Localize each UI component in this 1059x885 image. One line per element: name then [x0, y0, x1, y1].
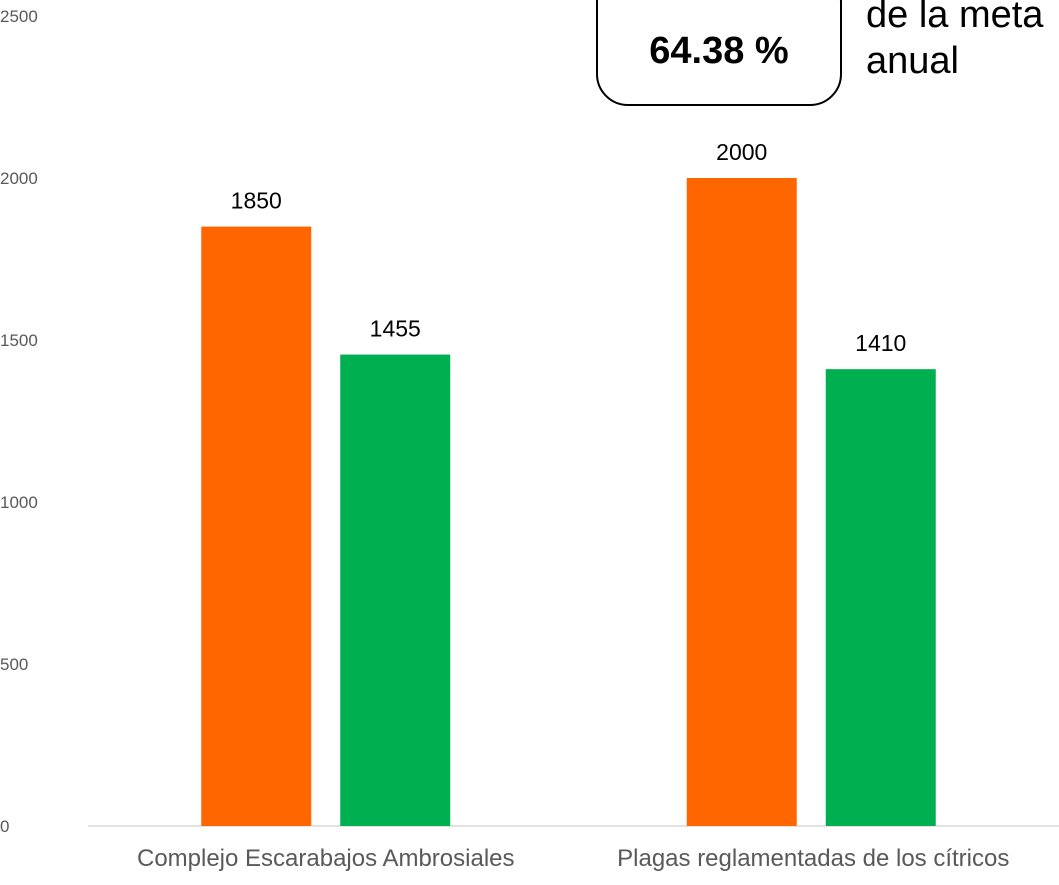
percentage-callout: 64.38 %: [596, 0, 842, 106]
data-label: 1850: [231, 188, 282, 214]
bars-group: [201, 178, 936, 827]
y-axis: 0 500 1000 1500 2000 2500: [0, 7, 38, 836]
data-label: 1455: [370, 316, 421, 342]
y-tick-label: 2000: [0, 169, 38, 188]
bar: [825, 369, 936, 826]
bar: [201, 226, 312, 827]
bar: [686, 178, 797, 826]
callout-text-line2: anual: [866, 40, 959, 82]
callout-value: 64.38 %: [649, 29, 789, 72]
callout-text-line1: de la meta: [866, 0, 1044, 36]
y-tick-label: 0: [0, 817, 9, 836]
category-label: Complejo Escarabajos Ambrosiales: [137, 845, 515, 872]
category-labels: Complejo Escarabajos Ambrosiales Plagas r…: [137, 845, 1009, 872]
y-tick-label: 2500: [0, 7, 38, 26]
y-tick-label: 1000: [0, 493, 38, 512]
y-tick-label: 500: [0, 655, 28, 674]
data-label: 1410: [855, 330, 906, 356]
y-tick-label: 1500: [0, 331, 38, 350]
data-label: 2000: [716, 139, 767, 165]
bar: [340, 354, 451, 826]
data-labels-group: 1850 1455 2000 1410: [231, 139, 907, 356]
callout-text: de la meta anual: [866, 0, 1059, 84]
category-label: Plagas reglamentadas de los cítricos: [617, 845, 1009, 872]
